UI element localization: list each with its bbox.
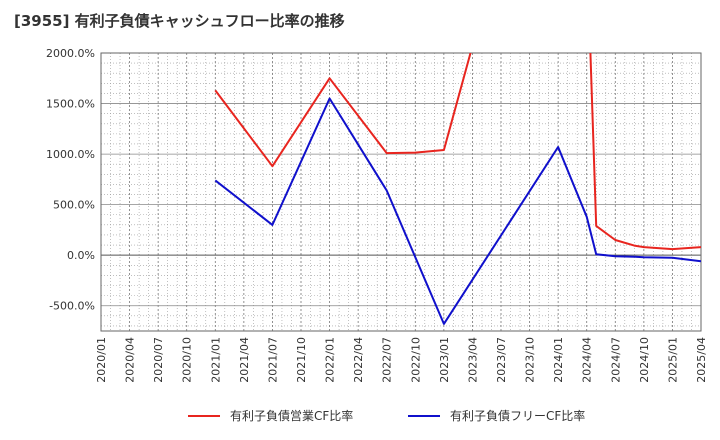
plot-frame [100,52,702,332]
x-tick-label: 2025/04 [695,337,708,383]
y-tick-label: 2000.0% [46,47,95,60]
x-tick-label: 2023/01 [438,337,451,383]
x-tick-label: 2021/04 [238,337,251,383]
x-tick-label: 2022/04 [352,337,365,383]
x-tick-label: 2023/10 [524,337,537,383]
x-tick-label: 2021/10 [295,337,308,383]
x-tick-label: 2020/04 [124,337,137,383]
axes: -500.0% 0.0% 500.0% 1000.0% 1500.0% 2000.0% 20… [46,47,708,383]
x-tick-label: 2024/04 [581,337,594,383]
chart-title: [3955] 有利子負債キャッシュフロー比率の推移 [14,12,345,30]
legend-label-1: 有利子負債営業CF比率 [230,408,353,423]
x-tick-label: 2020/01 [95,337,108,383]
plot-area [101,53,701,331]
x-tick-label: 2022/01 [324,337,337,383]
legend: 有利子負債営業CF比率 有利子負債フリーCF比率 [188,408,585,423]
y-tick-label: 1000.0% [46,148,95,161]
x-tick-label: 2024/10 [638,337,651,383]
x-tick-label: 2022/07 [381,337,394,383]
x-tick-label: 2021/01 [209,337,222,383]
legend-label-2: 有利子負債フリーCF比率 [450,408,585,423]
grid [101,52,701,331]
x-tick-label: 2024/01 [552,337,565,383]
x-tick-label: 2020/07 [152,337,165,383]
series-line-1 [214,53,701,251]
y-tick-label: 500.0% [53,199,95,212]
series-line-2 [214,97,701,325]
x-tick-label: 2023/04 [466,337,479,383]
series-group [214,53,701,325]
y-tick-label: -500.0% [49,300,95,313]
x-tick-label: 2025/01 [666,337,679,383]
y-tick-label: 0.0% [67,249,95,262]
y-tick-label: 1500.0% [46,98,95,111]
x-tick-label: 2024/07 [609,337,622,383]
x-tick-label: 2020/10 [181,337,194,383]
x-tick-label: 2021/07 [266,337,279,383]
x-tick-label: 2022/10 [409,337,422,383]
x-tick-label: 2023/07 [495,337,508,383]
